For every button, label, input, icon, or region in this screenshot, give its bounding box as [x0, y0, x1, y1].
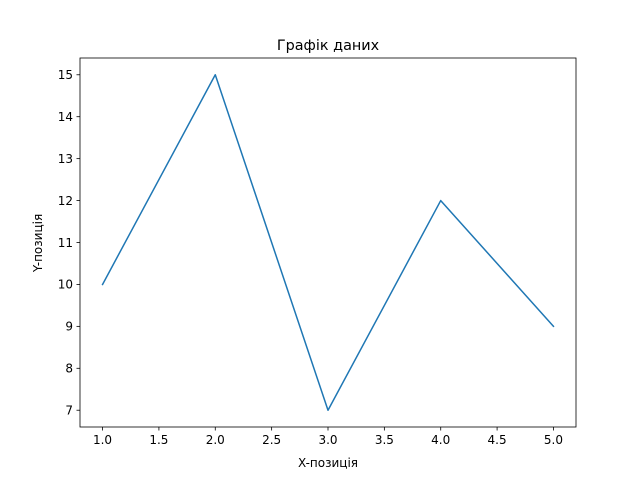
y-tick-label: 14 — [58, 110, 73, 124]
x-tick-label: 1.5 — [149, 433, 168, 447]
y-tick-label: 12 — [58, 194, 73, 208]
x-tick-label: 3.0 — [318, 433, 337, 447]
y-tick-label: 11 — [58, 236, 73, 250]
chart-title: Графік даних — [277, 38, 380, 54]
x-tick-label: 2.0 — [206, 433, 225, 447]
y-tick-label: 10 — [58, 278, 73, 292]
x-axis-label: X-позиція — [298, 456, 358, 470]
x-tick-label: 1.0 — [93, 433, 112, 447]
x-tick-label: 2.5 — [262, 433, 281, 447]
x-tick-label: 4.0 — [431, 433, 450, 447]
y-axis-label: Y-позиція — [31, 214, 45, 273]
plot-area: 1.0 1.5 2.0 2.5 3.0 3.5 4.0 4.5 5.0 7 8 9 10 11 12 13 14… — [58, 57, 577, 447]
x-tick-label: 4.5 — [488, 433, 507, 447]
plot-frame — [79, 57, 577, 428]
y-tick-label: 13 — [58, 152, 73, 166]
series-line-0 — [101, 74, 555, 411]
y-tick-label: 15 — [58, 68, 73, 82]
y-tick-label: 7 — [65, 404, 73, 418]
y-tick-label: 8 — [65, 362, 73, 376]
y-tick-label: 9 — [65, 320, 73, 334]
x-tick-label: 3.5 — [375, 433, 394, 447]
x-tick-label: 5.0 — [544, 433, 563, 447]
